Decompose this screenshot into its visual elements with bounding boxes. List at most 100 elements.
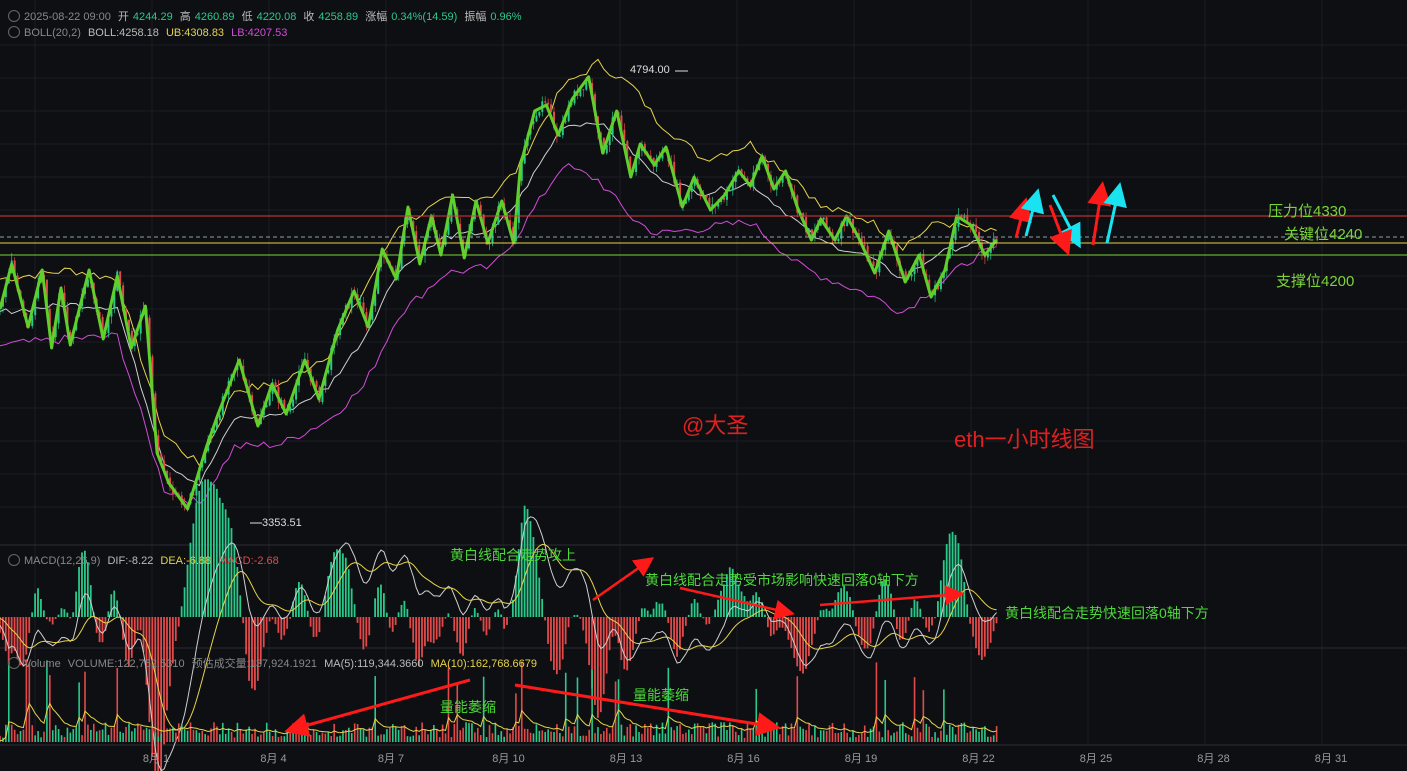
candle-body bbox=[382, 255, 385, 258]
macd-bar bbox=[846, 591, 848, 617]
candle-body bbox=[136, 333, 139, 335]
candle-body bbox=[339, 325, 342, 336]
volume-bar bbox=[415, 726, 418, 742]
volume-name[interactable]: Volume bbox=[24, 658, 61, 670]
macd-bar bbox=[948, 533, 951, 617]
macd-bar bbox=[174, 617, 177, 642]
macd-bar bbox=[863, 617, 866, 649]
macd-bar bbox=[16, 617, 19, 660]
x-tick-label: 8月 16 bbox=[727, 753, 759, 765]
volume-bar bbox=[562, 736, 564, 742]
candle-body bbox=[151, 356, 154, 394]
volume-bar bbox=[790, 723, 793, 742]
candle-body bbox=[558, 135, 561, 137]
candle-body bbox=[13, 260, 16, 276]
macd-bar bbox=[681, 617, 684, 637]
volume-bar bbox=[811, 735, 813, 742]
volume-bar bbox=[553, 732, 555, 742]
candle-body bbox=[939, 278, 942, 290]
close-label: 收 bbox=[303, 11, 315, 23]
volume-bar bbox=[476, 727, 479, 742]
volume-bar bbox=[966, 732, 969, 742]
volume-bar bbox=[16, 734, 19, 742]
macd-bar bbox=[245, 617, 248, 655]
macd-bar bbox=[248, 617, 250, 681]
volume-bar bbox=[635, 725, 637, 742]
macd-bar bbox=[468, 617, 470, 629]
volume-bar bbox=[825, 730, 828, 742]
macd-bar bbox=[465, 617, 467, 644]
macd-bar bbox=[611, 617, 614, 637]
macd-bar bbox=[690, 603, 693, 617]
collapse-icon[interactable] bbox=[8, 26, 20, 38]
boll-name[interactable]: BOLL(20,2) bbox=[24, 27, 81, 39]
macd-bar bbox=[166, 617, 168, 711]
volume-bar bbox=[995, 726, 998, 742]
macd-bar bbox=[746, 601, 749, 617]
macd-bar bbox=[585, 617, 588, 644]
volume-note-1: 量能萎缩 bbox=[440, 699, 496, 715]
volume-bar bbox=[629, 724, 632, 742]
volume-bar bbox=[570, 733, 573, 742]
volume-bar bbox=[119, 731, 121, 742]
candle-body bbox=[837, 238, 840, 242]
macd-bar bbox=[535, 554, 538, 617]
volume-bar bbox=[386, 729, 388, 742]
volume-note-2: 量能萎缩 bbox=[633, 687, 689, 703]
volume-bar bbox=[679, 724, 681, 742]
macd-bar bbox=[887, 584, 889, 617]
macd-dea-line bbox=[0, 543, 997, 731]
macd-bar bbox=[347, 569, 350, 617]
macd-bar bbox=[714, 609, 717, 617]
macd-name[interactable]: MACD(12,26,9) bbox=[24, 555, 101, 567]
candle-body bbox=[289, 406, 292, 412]
macd-bar bbox=[781, 617, 784, 628]
macd-bar bbox=[942, 560, 945, 617]
volume-bar bbox=[107, 734, 110, 742]
volume-bar bbox=[327, 731, 330, 742]
volume-bar bbox=[963, 722, 966, 742]
annotation-arrows bbox=[284, 181, 1127, 737]
volume-bar bbox=[318, 735, 321, 742]
macd-bar bbox=[843, 585, 845, 617]
volume-bar bbox=[309, 734, 312, 742]
macd-bar bbox=[720, 590, 722, 617]
candle-body bbox=[535, 115, 538, 122]
volume-bar bbox=[520, 661, 523, 742]
macd-bar bbox=[327, 575, 330, 617]
volume-bar bbox=[770, 729, 772, 742]
volume-bar bbox=[110, 727, 113, 742]
macd-bar bbox=[482, 617, 485, 632]
volume-bar bbox=[758, 733, 760, 742]
collapse-icon[interactable] bbox=[8, 657, 20, 669]
volume-bar bbox=[972, 726, 974, 742]
candle-body bbox=[963, 214, 966, 219]
macd-bar bbox=[550, 617, 552, 662]
volume-bar bbox=[723, 722, 725, 742]
macd-bar bbox=[623, 617, 626, 670]
macd-bar bbox=[828, 610, 831, 617]
collapse-icon[interactable] bbox=[8, 10, 20, 22]
macd-bar bbox=[555, 617, 558, 675]
macd-bar bbox=[679, 617, 681, 650]
macd-bar bbox=[350, 588, 353, 617]
volume-bar bbox=[304, 730, 306, 742]
candle-body bbox=[517, 180, 520, 223]
macd-bar bbox=[127, 617, 130, 667]
macd-bar bbox=[473, 608, 476, 617]
volume-bar bbox=[644, 724, 646, 742]
macd-bar bbox=[831, 608, 834, 617]
candle-body bbox=[687, 192, 690, 201]
volume-bar bbox=[98, 730, 101, 742]
volume-bar bbox=[441, 724, 444, 742]
volume-bar bbox=[283, 736, 286, 742]
volume-bar bbox=[940, 730, 942, 742]
volume-panel bbox=[0, 659, 998, 742]
macd-bar bbox=[4, 617, 7, 652]
volume-bar bbox=[51, 730, 54, 742]
collapse-icon[interactable] bbox=[8, 554, 20, 566]
volume-bar bbox=[567, 726, 570, 742]
volume-bar bbox=[652, 735, 655, 742]
macd-bar bbox=[667, 617, 670, 623]
macd-bar bbox=[506, 617, 508, 625]
